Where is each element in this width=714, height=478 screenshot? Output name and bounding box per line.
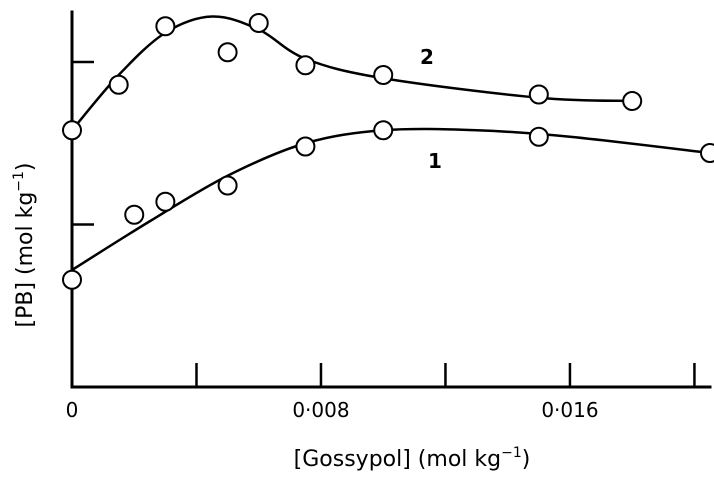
- series-2-point-8: [622, 91, 643, 111]
- series-1-point-5: [373, 120, 394, 141]
- x-tick-label-2: 0·008: [292, 398, 349, 422]
- x-tick-label-0: 0: [66, 398, 79, 422]
- series-1-point-3: [217, 175, 238, 196]
- series-2-point-3: [217, 42, 238, 63]
- series-1-point-6: [528, 126, 549, 147]
- y-axis-title: [PB] (mol kg−1): [11, 162, 38, 327]
- series-2-point-1: [108, 74, 129, 95]
- series-2-label: 2: [420, 45, 434, 69]
- series-1-point-4: [295, 136, 316, 157]
- labels: 0 0·008 0·016 1 2 [Gossypol] (mol kg−1) [PB] (…: [11, 45, 599, 472]
- series-2-point-2: [155, 16, 176, 37]
- series-1-point-1: [124, 204, 145, 225]
- x-tick-label-4: 0·016: [541, 398, 598, 422]
- series-2-point-7: [528, 84, 549, 105]
- series-1-line: [71, 127, 711, 272]
- x-axis-title: [Gossypol] (mol kg−1): [294, 445, 531, 472]
- series-2-line: [71, 15, 633, 132]
- series-2-point-6: [373, 65, 394, 85]
- series-2-point-0: [62, 120, 82, 141]
- series-2-point-4: [248, 13, 269, 33]
- series-1-label: 1: [428, 149, 442, 173]
- axes: [70, 10, 712, 389]
- series-1-point-7: [700, 143, 714, 163]
- series-1-point-2: [155, 191, 176, 212]
- series-1-point-0: [62, 269, 82, 290]
- data-points: [62, 13, 714, 290]
- series-2-point-5: [295, 55, 316, 76]
- curves: [71, 15, 711, 272]
